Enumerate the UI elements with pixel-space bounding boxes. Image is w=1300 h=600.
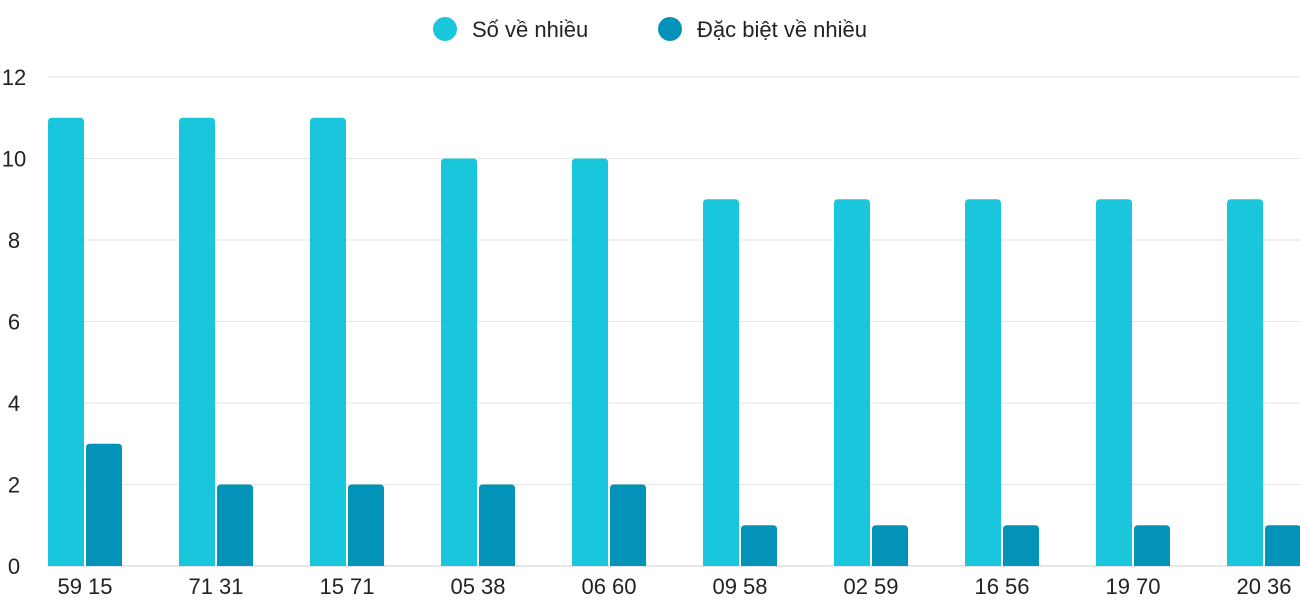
x-tick-label: 02 59 (843, 574, 898, 599)
bar-so-ve-nhieu (1227, 199, 1263, 566)
bar-so-ve-nhieu (310, 117, 346, 566)
bar-dac-biet (1265, 525, 1300, 566)
y-tick-label: 6 (8, 310, 20, 335)
bar-dac-biet (348, 484, 384, 566)
x-tick-label: 71 31 (188, 574, 243, 599)
y-tick-label: 0 (8, 554, 20, 579)
bar-so-ve-nhieu (48, 117, 84, 566)
y-tick-label: 4 (8, 391, 20, 416)
bar-dac-biet (479, 484, 515, 566)
x-tick-label: 06 60 (581, 574, 636, 599)
bar-dac-biet (741, 525, 777, 566)
y-tick-label: 2 (8, 473, 20, 498)
y-tick-label: 12 (2, 65, 26, 90)
bar-so-ve-nhieu (179, 117, 215, 566)
bar-dac-biet (217, 484, 253, 566)
x-tick-label: 15 71 (319, 574, 374, 599)
legend-marker (433, 17, 457, 41)
x-tick-label: 20 36 (1236, 574, 1291, 599)
legend-label: Đặc biệt về nhiều (697, 17, 867, 42)
x-tick-label: 16 56 (974, 574, 1029, 599)
bar-so-ve-nhieu (572, 158, 608, 566)
y-tick-label: 8 (8, 228, 20, 253)
bar-so-ve-nhieu (965, 199, 1001, 566)
bar-dac-biet (1003, 525, 1039, 566)
bar-dac-biet (610, 484, 646, 566)
bar-so-ve-nhieu (703, 199, 739, 566)
bar-dac-biet (1134, 525, 1170, 566)
bar-so-ve-nhieu (441, 158, 477, 566)
x-tick-label: 59 15 (57, 574, 112, 599)
y-tick-label: 10 (2, 147, 26, 172)
x-tick-label: 19 70 (1105, 574, 1160, 599)
legend-marker (658, 17, 682, 41)
bar-so-ve-nhieu (1096, 199, 1132, 566)
x-tick-label: 09 58 (712, 574, 767, 599)
bar-so-ve-nhieu (834, 199, 870, 566)
x-tick-label: 05 38 (450, 574, 505, 599)
bar-dac-biet (86, 443, 122, 566)
legend-label: Số về nhiều (472, 17, 588, 42)
bar-dac-biet (872, 525, 908, 566)
